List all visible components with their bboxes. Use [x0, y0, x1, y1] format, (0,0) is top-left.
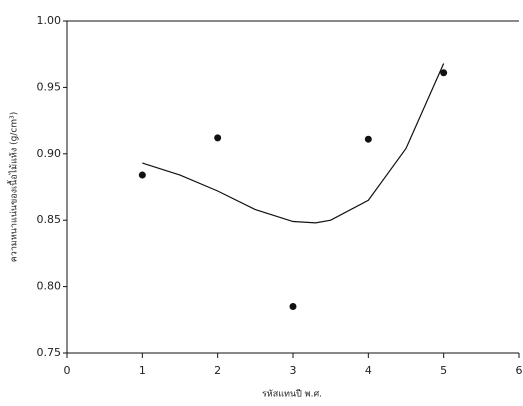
x-tick-label: 3 [290, 364, 297, 377]
x-tick-label: 0 [64, 364, 71, 377]
trendline [142, 63, 445, 224]
x-tick-label: 1 [139, 364, 146, 377]
y-tick-label: 0.80 [37, 280, 62, 293]
data-point [289, 303, 297, 311]
x-axis-title: รหัสแทนปี พ.ศ. [262, 389, 322, 400]
x-tick-label: 4 [365, 364, 372, 377]
y-tick-label: 0.75 [37, 346, 62, 359]
y-tick-label: 0.90 [37, 147, 62, 160]
y-tick-label: 0.85 [37, 213, 62, 226]
y-tick-label: 1.00 [37, 14, 62, 27]
data-point [364, 135, 372, 143]
data-point [214, 134, 222, 142]
y-tick-label: 0.95 [37, 80, 62, 93]
data-point [440, 69, 448, 77]
data-point [138, 171, 146, 179]
x-tick-label: 6 [516, 364, 523, 377]
x-tick-label: 2 [214, 364, 221, 377]
x-tick-label: 5 [440, 364, 447, 377]
y-axis-title: ความหนาแน่นของเนื้อไม้แห้ง (g/cm³) [7, 112, 20, 262]
